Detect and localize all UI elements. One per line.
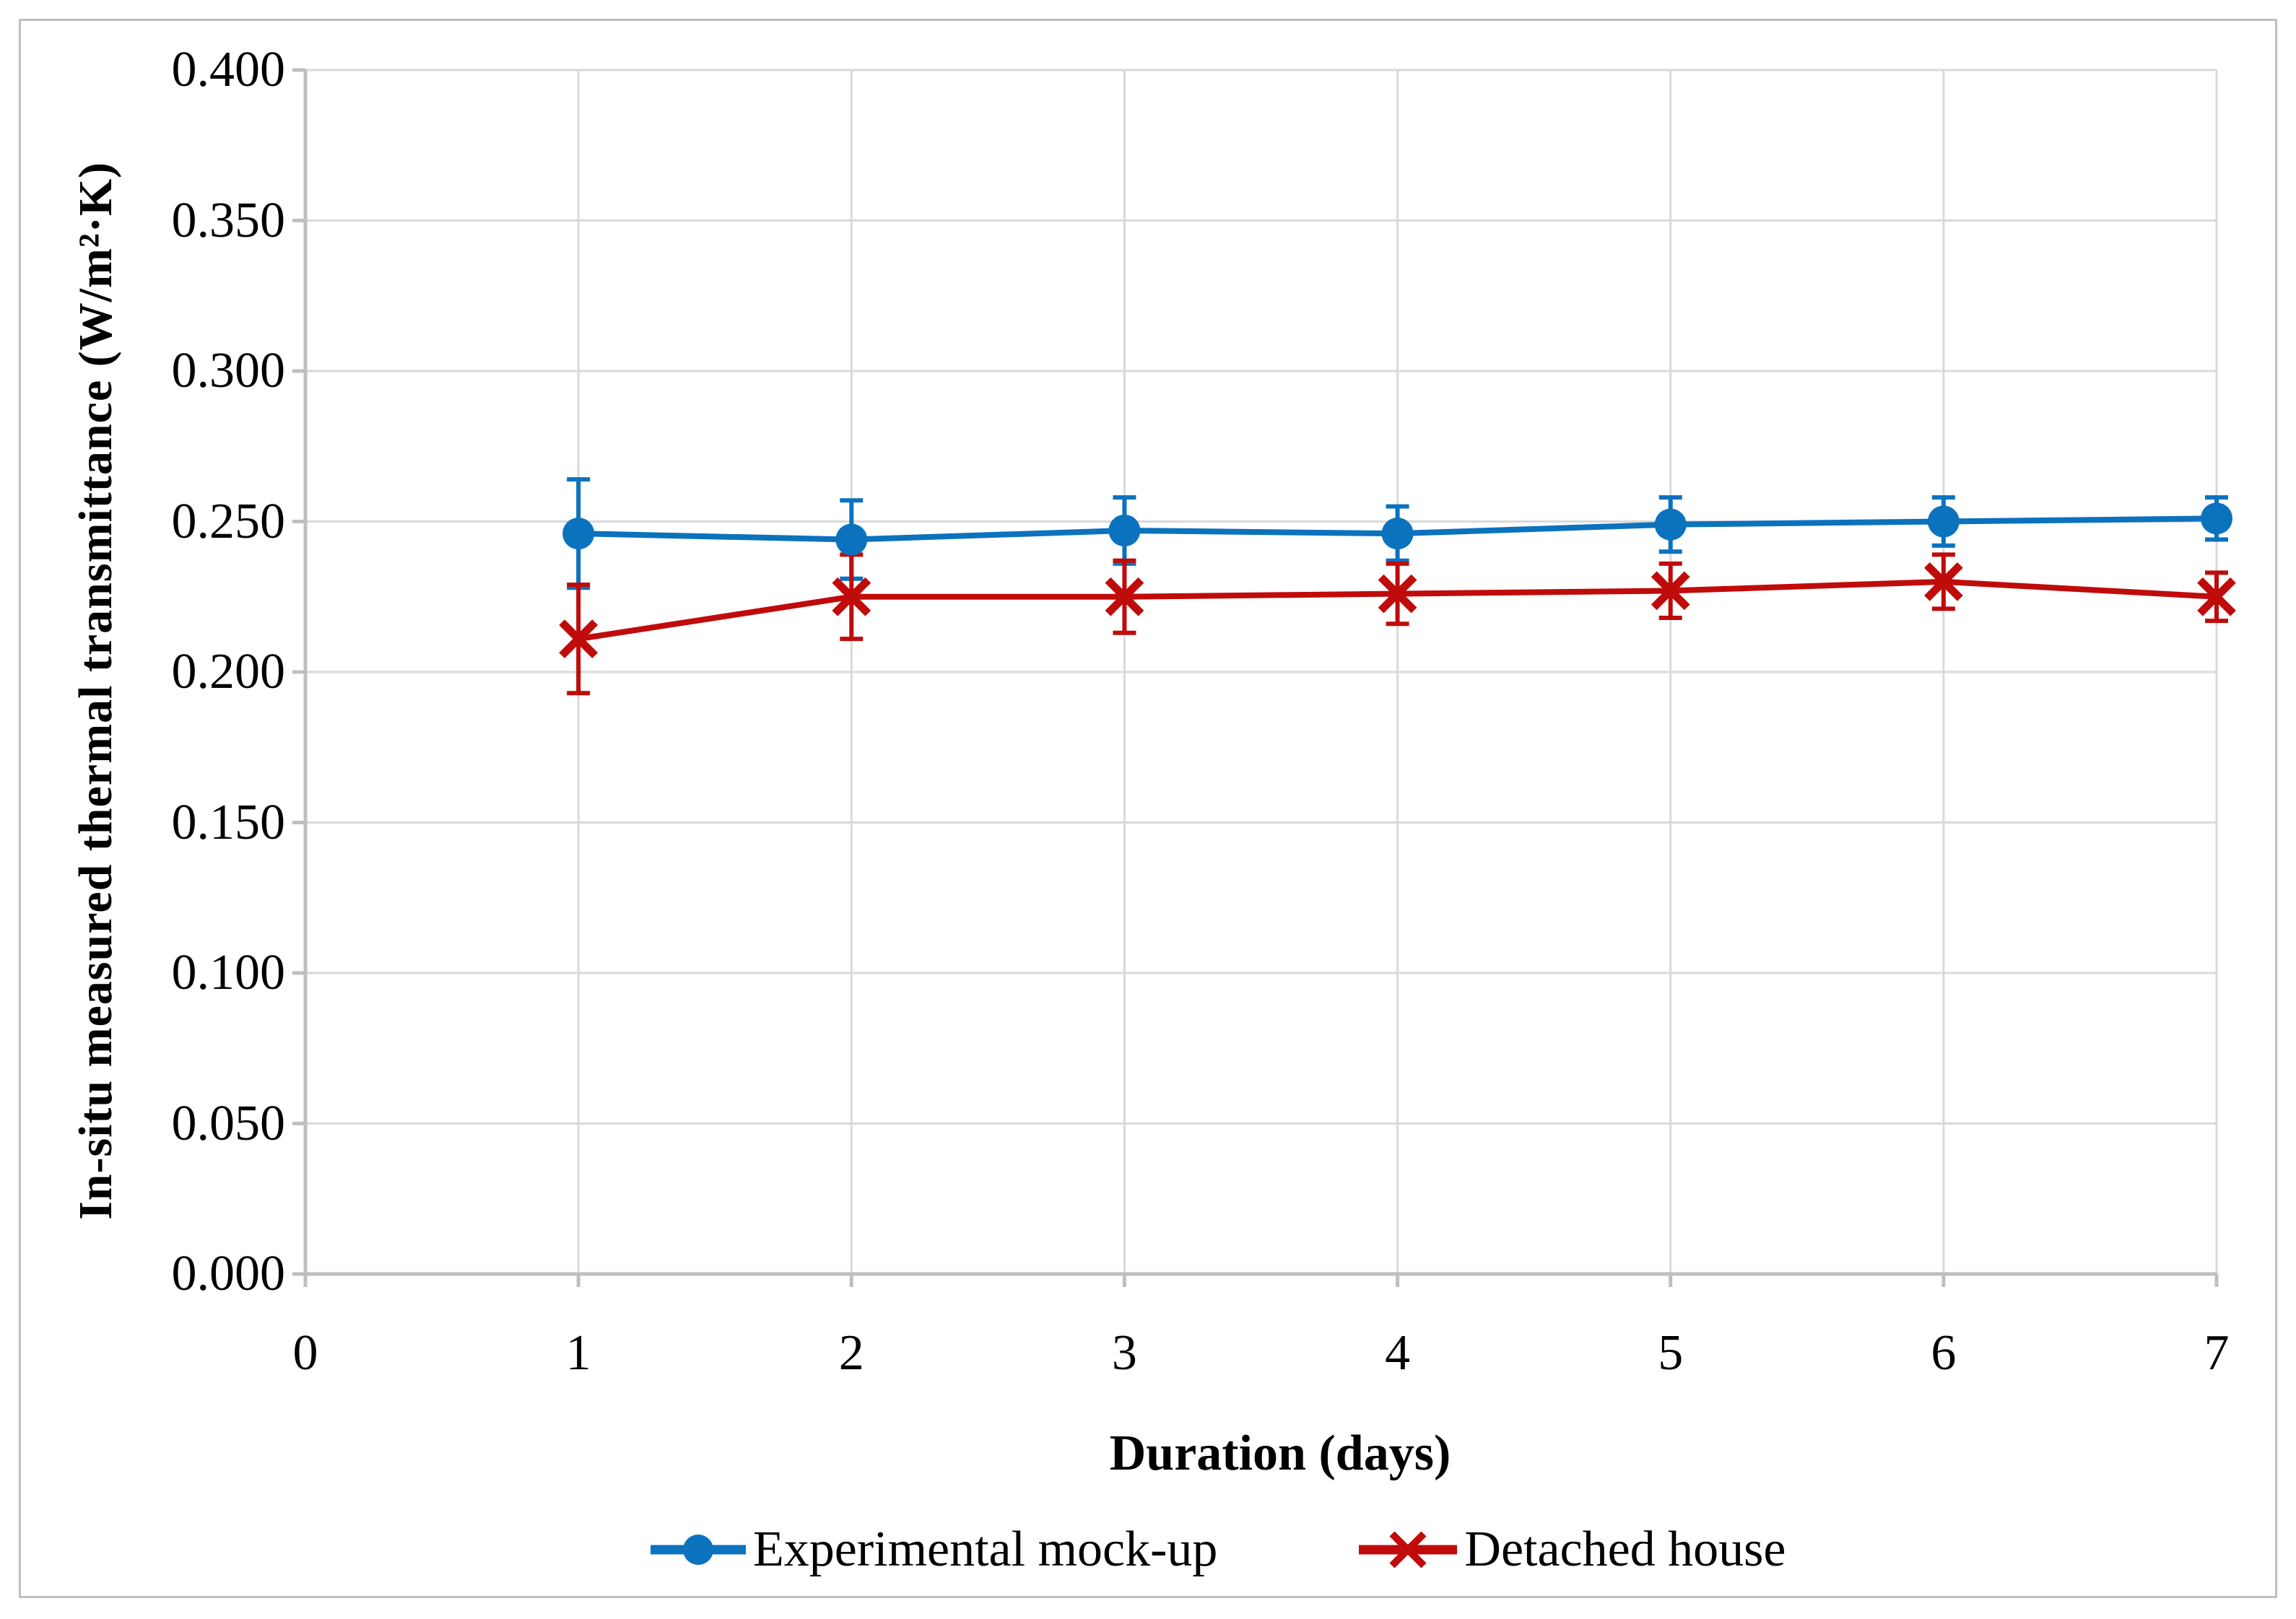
marker-x-detached-house bbox=[559, 619, 599, 659]
marker-circle-experimental-mockup bbox=[1654, 508, 1687, 541]
marker-circle-experimental-mockup bbox=[1927, 505, 1960, 538]
legend: Experimental mock-up Detached house bbox=[651, 1509, 1786, 1590]
chart-frame: In-situ measured thermal transmittance (… bbox=[19, 19, 2277, 1598]
y-tick-label: 0.400 bbox=[171, 42, 286, 97]
marker-x-detached-house bbox=[1105, 577, 1144, 616]
y-tick-label: 0.200 bbox=[171, 644, 286, 699]
x-tick-label: 3 bbox=[1111, 1325, 1137, 1381]
x-tick-label: 4 bbox=[1385, 1325, 1411, 1381]
x-tick-label: 7 bbox=[2204, 1325, 2230, 1381]
marker-circle-experimental-mockup bbox=[835, 523, 868, 556]
legend-item-experimental-mockup: Experimental mock-up bbox=[651, 1521, 1217, 1579]
y-tick-label: 0.150 bbox=[171, 794, 286, 850]
x-tick-label: 0 bbox=[292, 1325, 318, 1381]
y-tick-label: 0.300 bbox=[171, 343, 286, 398]
marker-circle-experimental-mockup bbox=[2201, 502, 2232, 535]
marker-x-detached-house bbox=[1923, 562, 1963, 601]
legend-label-experimental-mockup: Experimental mock-up bbox=[753, 1522, 1218, 1577]
marker-x-detached-house bbox=[1378, 574, 1417, 614]
y-tick-label: 0.050 bbox=[171, 1095, 286, 1151]
marker-x-detached-house bbox=[1651, 571, 1690, 611]
y-tick-label: 0.000 bbox=[171, 1246, 286, 1301]
legend-label-detached-house: Detached house bbox=[1464, 1522, 1786, 1577]
marker-x-detached-house bbox=[832, 577, 871, 616]
x-tick-label: 2 bbox=[838, 1325, 864, 1381]
marker-circle-experimental-mockup bbox=[562, 518, 595, 550]
x-tick-label: 1 bbox=[565, 1325, 591, 1381]
marker-circle-experimental-mockup bbox=[1381, 518, 1414, 550]
y-tick-label: 0.100 bbox=[171, 945, 286, 1000]
marker-x-detached-house bbox=[2197, 577, 2236, 616]
x-tick-label: 6 bbox=[1931, 1325, 1957, 1381]
y-tick-label: 0.350 bbox=[171, 192, 286, 248]
y-tick-label: 0.250 bbox=[171, 493, 286, 549]
x-axis-title: Duration (days) bbox=[1109, 1426, 1451, 1481]
x-tick-label: 5 bbox=[1658, 1325, 1684, 1381]
marker-circle-experimental-mockup bbox=[1108, 515, 1141, 547]
legend-marker-circle-icon bbox=[651, 1535, 746, 1565]
legend-item-detached-house: Detached house bbox=[1359, 1521, 1786, 1579]
legend-marker-x-icon bbox=[1359, 1531, 1458, 1568]
